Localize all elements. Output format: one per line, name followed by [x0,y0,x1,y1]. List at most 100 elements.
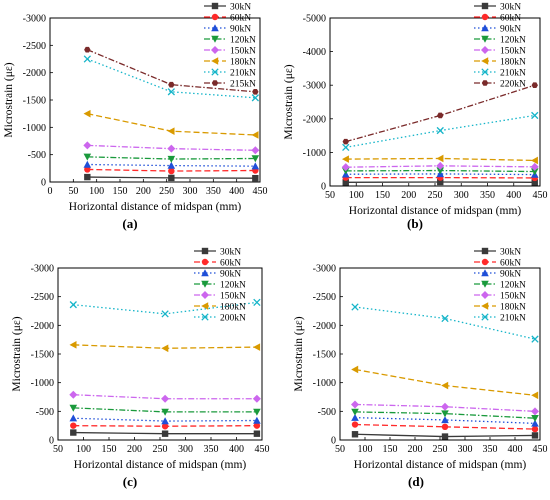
legend-marker [201,291,209,299]
series-line-180kN [354,368,536,396]
y-tick-label: -1000 [31,378,54,389]
y-tick-label: -1000 [303,148,326,159]
data-point-180kN [351,365,359,374]
y-tick-label: -2000 [313,321,336,332]
y-tick-label: -500 [318,407,336,418]
y-axis-label: Microstrain (με) [11,316,23,391]
data-point-150kN [436,161,445,170]
x-tick-label: 300 [183,186,198,197]
legend-marker [211,68,219,76]
data-point-60kN [168,167,175,175]
y-axis-label: Microstrain (με) [293,316,305,391]
data-point-120kN [441,410,449,418]
x-tick-label: 100 [358,444,373,455]
legend-marker [201,313,209,321]
y-tick-label: -1000 [23,123,46,134]
data-point-220kN [342,138,349,145]
x-tick-label: 250 [433,444,448,455]
data-point-150kN [167,144,176,153]
legend-marker [481,302,489,310]
y-tick-label: -3000 [23,14,46,25]
x-tick-label: 150 [375,190,390,201]
data-point-150kN [341,163,350,172]
data-point-180kN [530,156,538,165]
data-point-60kN [351,421,359,428]
data-point-150kN [69,390,78,399]
legend-marker [201,269,209,277]
legend-label: 120kN [500,36,526,46]
data-point-90kN [161,417,169,425]
y-tick-label: 0 [49,436,54,447]
legend-marker [201,280,209,288]
data-point-210kN [441,314,449,323]
x-tick-label: 100 [76,444,91,455]
y-tick-label: -3000 [313,264,336,275]
legend-marker [211,13,219,21]
data-point-210kN [531,335,539,343]
x-tick-label: 250 [428,190,443,201]
x-tick-label: 450 [533,190,548,201]
data-point-60kN [253,422,261,429]
chart-panel-a: 0 50 100 150 200 250 300 350 400 450 0 -500 -1000 -15… [3,3,268,232]
legend-label: 210kN [500,69,526,79]
legend-label: 30kN [500,248,521,258]
x-tick-label: 400 [506,190,521,201]
y-tick-label: -2000 [31,321,54,332]
data-point-180kN [251,131,259,139]
y-tick-label: -2000 [23,68,46,79]
data-point-150kN [252,394,261,403]
y-tick-label: -500 [28,150,46,161]
legend-marker [481,291,489,299]
data-point-215kN [168,81,175,88]
x-tick-label: 400 [508,444,523,455]
legend-label: 150kN [500,292,526,302]
x-tick-label: 50 [68,186,78,197]
x-tick-label: 200 [408,444,423,455]
data-point-120kN [351,408,359,416]
data-point-30kN [437,178,444,186]
legend-marker [481,80,489,86]
data-point-210kN [342,143,350,152]
y-tick-label: -500 [36,407,54,418]
data-point-60kN [70,422,77,429]
legend-label: 210kN [230,69,256,79]
legend-label: 200kN [220,314,246,324]
legend-marker [481,313,489,321]
legend-marker [211,24,219,32]
panel-label: (c) [123,474,137,489]
series-line-120kN [73,407,257,413]
legend-label: 30kN [220,248,241,258]
legend-label: 150kN [230,47,256,57]
legend-marker [211,2,219,10]
series-line-210kN [354,306,536,340]
legend-marker [481,2,489,10]
data-point-90kN [83,160,92,168]
x-tick-label: 50 [335,444,345,455]
data-point-180kN [531,391,539,400]
y-tick-label: -2500 [313,292,336,303]
legend-label: 180kN [230,58,256,68]
data-point-30kN [441,433,449,440]
data-point-210kN [251,94,259,102]
data-point-30kN [351,431,359,438]
legend-label: 215kN [230,80,256,90]
x-axis-label: Horizontal distance of midspan (mm) [74,459,247,471]
data-point-90kN [441,416,449,424]
data-point-180kN [436,154,444,163]
data-point-120kN [161,408,169,416]
data-point-220kN [531,82,538,88]
legend-marker [481,13,489,21]
x-tick-label: 450 [255,444,270,455]
legend-marker [481,57,489,65]
data-point-180kN [253,343,261,351]
data-point-30kN [531,179,538,186]
y-axis-label: Microstrain (με) [283,64,295,139]
legend-label: 150kN [500,47,526,57]
data-point-180kN [161,344,169,353]
x-tick-label: 100 [89,186,104,197]
x-tick-label: 300 [454,190,469,201]
data-point-200kN [253,298,261,307]
data-point-120kN [251,155,260,163]
